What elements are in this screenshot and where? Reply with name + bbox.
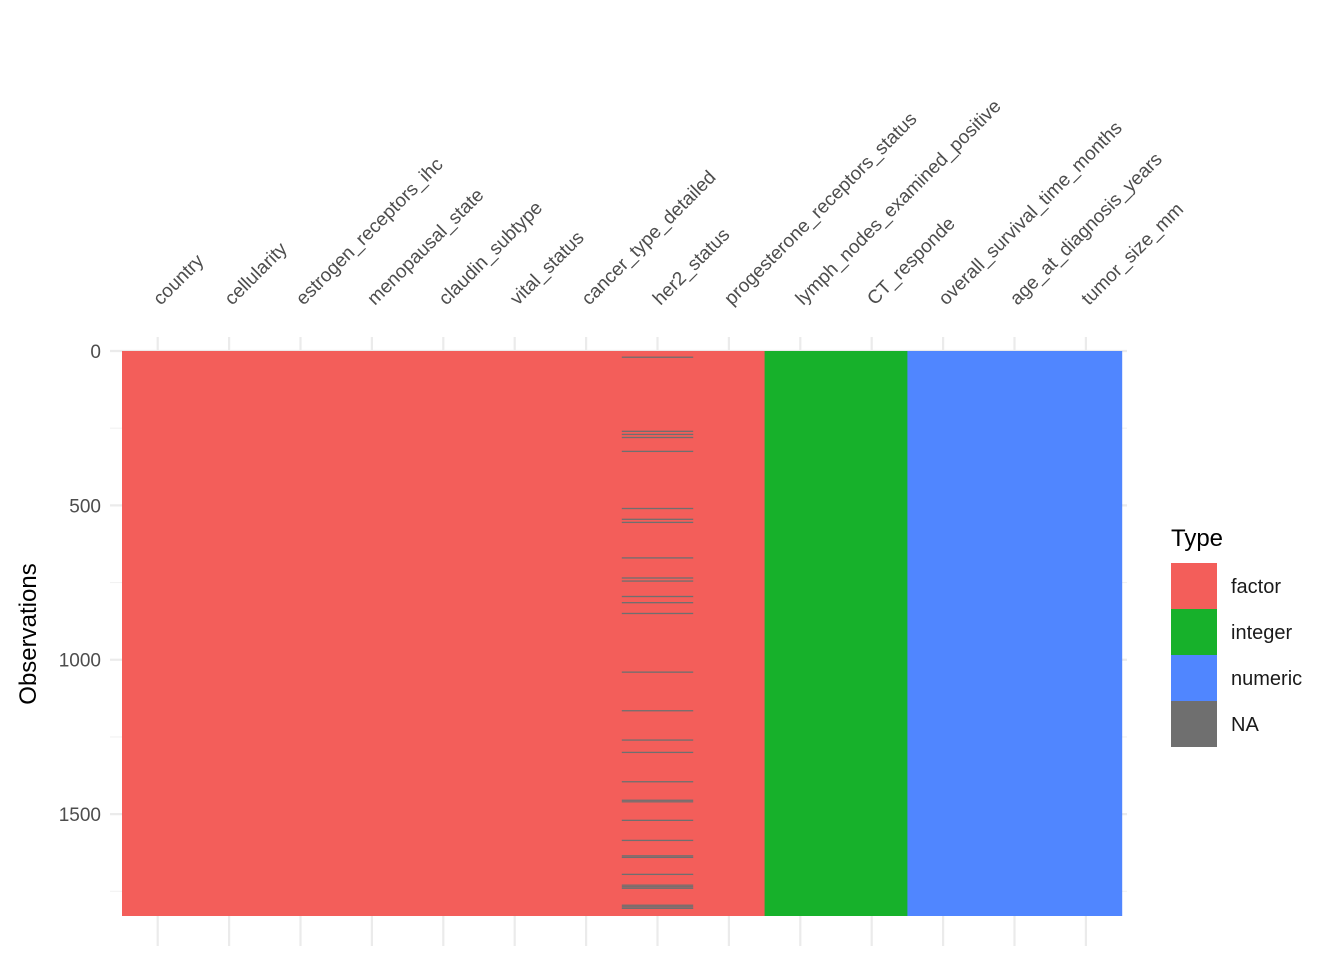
na-mark	[621, 671, 694, 673]
na-mark	[621, 907, 694, 909]
na-mark	[621, 873, 694, 876]
x-tick-label: estrogen_receptors_ihc	[292, 154, 447, 309]
na-mark	[621, 855, 694, 857]
tile-estrogen-receptors-ihc	[264, 351, 337, 916]
legend-label: factor	[1231, 576, 1281, 598]
tile-lymph-nodes-examined-positive	[764, 351, 837, 916]
tile-her2-status	[621, 351, 694, 916]
tile-country	[122, 351, 194, 916]
na-mark	[621, 521, 694, 524]
na-mark	[621, 839, 694, 842]
tile-age-at-diagnosis-years	[978, 351, 1051, 916]
na-mark	[621, 507, 694, 510]
legend: Type factor integer numeric NA	[1171, 525, 1302, 747]
na-mark	[621, 819, 694, 821]
legend-label: numeric	[1231, 668, 1302, 690]
plot-panel	[122, 351, 1123, 916]
na-mark	[621, 580, 694, 582]
legend-label: integer	[1231, 622, 1292, 644]
na-mark	[621, 904, 694, 906]
tile-tumor-size-mm	[1050, 351, 1123, 916]
tile-overall-survival-time-months	[907, 351, 980, 916]
tile-claudin-subtype	[407, 351, 480, 916]
na-mark	[621, 751, 694, 754]
na-mark	[621, 557, 694, 559]
na-mark	[621, 739, 694, 741]
na-mark	[621, 801, 694, 803]
y-axis-title: Observations	[15, 563, 42, 704]
na-mark	[621, 887, 694, 889]
x-tick-label: cancer_type_detailed	[578, 167, 721, 310]
na-mark	[621, 450, 694, 453]
na-mark	[621, 518, 694, 520]
y-tick-label: 500	[69, 496, 101, 517]
na-mark	[621, 612, 694, 615]
na-mark	[621, 602, 694, 604]
tile-vital-status	[479, 351, 551, 916]
na-mark	[621, 906, 694, 908]
x-tick-label: country	[149, 250, 208, 309]
tile-progesterone-receptors-status	[693, 351, 766, 916]
na-mark	[621, 436, 694, 439]
tile-CT-responde	[836, 351, 908, 916]
na-mark	[621, 781, 694, 783]
legend-title: Type	[1171, 525, 1223, 552]
na-mark	[621, 356, 694, 358]
y-tick-label: 1000	[59, 651, 101, 672]
na-mark	[621, 710, 694, 712]
y-axis-tick-labels: 0 500 1000 1500	[59, 342, 101, 826]
missing-value-marks	[621, 356, 694, 909]
na-mark	[621, 856, 694, 859]
na-mark	[621, 577, 694, 579]
legend-key-na	[1171, 701, 1217, 747]
y-tick-label: 0	[90, 342, 101, 363]
tile-menopausal-state	[336, 351, 409, 916]
na-mark	[621, 886, 694, 888]
legend-label: NA	[1231, 714, 1259, 736]
na-mark	[621, 884, 694, 886]
x-tick-label: cellularity	[221, 238, 292, 309]
legend-key-integer	[1171, 609, 1217, 655]
tile-cancer-type-detailed	[550, 351, 623, 916]
x-axis-tick-labels: country cellularity estrogen_receptors_ihc…	[149, 96, 1188, 310]
na-mark	[621, 433, 694, 436]
legend-key-numeric	[1171, 655, 1217, 701]
na-mark	[621, 595, 694, 598]
na-mark	[621, 430, 694, 432]
tile-cellularity	[193, 351, 266, 916]
y-tick-label: 1500	[59, 805, 101, 826]
na-mark	[621, 799, 694, 801]
legend-key-factor	[1171, 563, 1217, 609]
